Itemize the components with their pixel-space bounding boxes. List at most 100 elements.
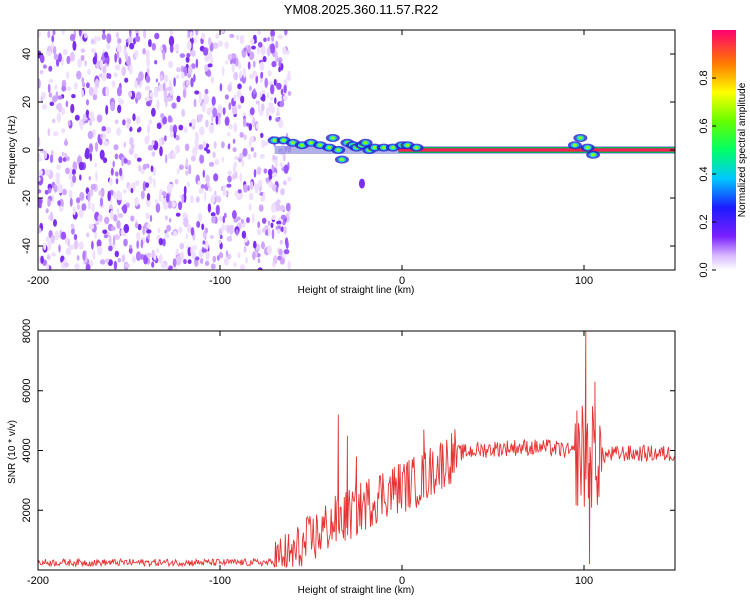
- noise-speckle: [208, 51, 213, 60]
- noise-speckle: [274, 50, 278, 61]
- noise-speckle: [47, 128, 51, 137]
- noise-speckle: [217, 116, 221, 126]
- noise-speckle: [92, 93, 98, 101]
- noise-speckle: [210, 76, 215, 84]
- noise-speckle: [283, 249, 290, 255]
- noise-speckle: [129, 64, 133, 75]
- noise-speckle: [76, 203, 81, 210]
- x-tick-label: 0: [399, 575, 405, 587]
- noise-speckle: [195, 58, 199, 69]
- y-tick-label: 0: [21, 147, 33, 153]
- noise-speckle: [113, 144, 119, 151]
- noise-speckle: [252, 60, 256, 68]
- noise-speckle: [257, 267, 263, 270]
- noise-speckle: [100, 187, 105, 198]
- signal-blob-core: [390, 146, 395, 150]
- snr-series: [38, 331, 675, 569]
- noise-speckle: [82, 113, 87, 122]
- noise-speckle: [249, 73, 254, 80]
- noise-speckle: [264, 230, 269, 236]
- noise-speckle: [191, 49, 196, 57]
- noise-speckle: [206, 107, 212, 116]
- signal-blob-core: [591, 153, 596, 157]
- noise-speckle: [260, 45, 266, 56]
- noise-speckle: [116, 220, 121, 229]
- y-tick-label: 20: [21, 96, 33, 108]
- noise-speckle: [61, 85, 67, 92]
- noise-speckle: [227, 132, 231, 137]
- noise-speckle: [79, 174, 82, 181]
- noise-speckle: [138, 126, 142, 132]
- noise-speckle: [257, 221, 261, 229]
- noise-speckle: [185, 158, 189, 168]
- noise-speckle: [272, 156, 278, 161]
- noise-speckle: [101, 33, 107, 40]
- noise-speckle: [84, 60, 87, 67]
- noise-speckle: [175, 212, 181, 217]
- noise-speckle: [201, 248, 207, 253]
- noise-speckle: [116, 52, 120, 59]
- noise-speckle: [153, 178, 156, 188]
- noise-speckle: [211, 96, 216, 106]
- noise-speckle: [210, 196, 216, 204]
- noise-speckle: [287, 210, 291, 216]
- noise-speckle: [189, 122, 192, 127]
- noise-speckle: [193, 98, 197, 108]
- noise-speckle: [277, 255, 282, 261]
- noise-speckle: [239, 264, 246, 270]
- noise-speckle: [46, 51, 52, 56]
- noise-speckle: [243, 183, 248, 193]
- noise-speckle: [181, 109, 186, 117]
- noise-speckle: [118, 213, 124, 219]
- noise-speckle: [42, 64, 47, 69]
- noise-speckle: [271, 202, 277, 213]
- noise-speckle: [103, 234, 109, 239]
- noise-speckle: [114, 52, 118, 63]
- noise-speckle: [212, 255, 217, 263]
- noise-speckle: [113, 260, 118, 270]
- noise-speckle: [166, 86, 172, 92]
- noise-speckle: [267, 37, 270, 42]
- noise-speckle: [190, 227, 195, 236]
- noise-speckle: [123, 238, 128, 247]
- noise-speckle: [155, 78, 159, 83]
- noise-speckle: [256, 123, 259, 129]
- noise-speckle: [151, 249, 155, 259]
- noise-speckle: [114, 234, 121, 240]
- noise-speckle: [145, 75, 151, 83]
- noise-speckle: [210, 263, 216, 270]
- noise-speckle: [96, 114, 103, 123]
- noise-speckle: [190, 195, 194, 204]
- noise-speckle: [42, 104, 48, 110]
- noise-speckle: [180, 71, 185, 79]
- noise-speckle: [261, 139, 266, 148]
- noise-speckle: [43, 242, 47, 251]
- noise-speckle: [142, 225, 145, 236]
- noise-speckle: [222, 215, 226, 224]
- noise-speckle: [47, 241, 52, 251]
- noise-speckle: [214, 158, 220, 166]
- noise-speckle: [271, 214, 277, 220]
- noise-speckle: [52, 131, 59, 137]
- noise-speckle: [253, 37, 257, 43]
- noise-speckle: [262, 56, 267, 63]
- noise-speckle: [73, 233, 78, 241]
- noise-speckle: [194, 244, 197, 251]
- noise-speckle: [53, 53, 59, 60]
- noise-speckle: [201, 102, 206, 113]
- noise-speckle: [126, 118, 131, 125]
- noise-speckle: [272, 255, 278, 265]
- noise-speckle: [95, 221, 99, 226]
- noise-speckle: [228, 235, 232, 242]
- noise-speckle: [232, 147, 237, 153]
- noise-speckle: [54, 84, 58, 91]
- noise-speckle: [120, 229, 125, 236]
- noise-speckle: [257, 30, 262, 36]
- noise-speckle: [113, 214, 118, 222]
- noise-speckle: [66, 86, 72, 91]
- noise-speckle: [271, 229, 275, 240]
- noise-speckle: [81, 203, 87, 211]
- noise-speckle: [221, 30, 224, 34]
- noise-speckle: [280, 88, 284, 96]
- noise-speckle: [165, 154, 168, 164]
